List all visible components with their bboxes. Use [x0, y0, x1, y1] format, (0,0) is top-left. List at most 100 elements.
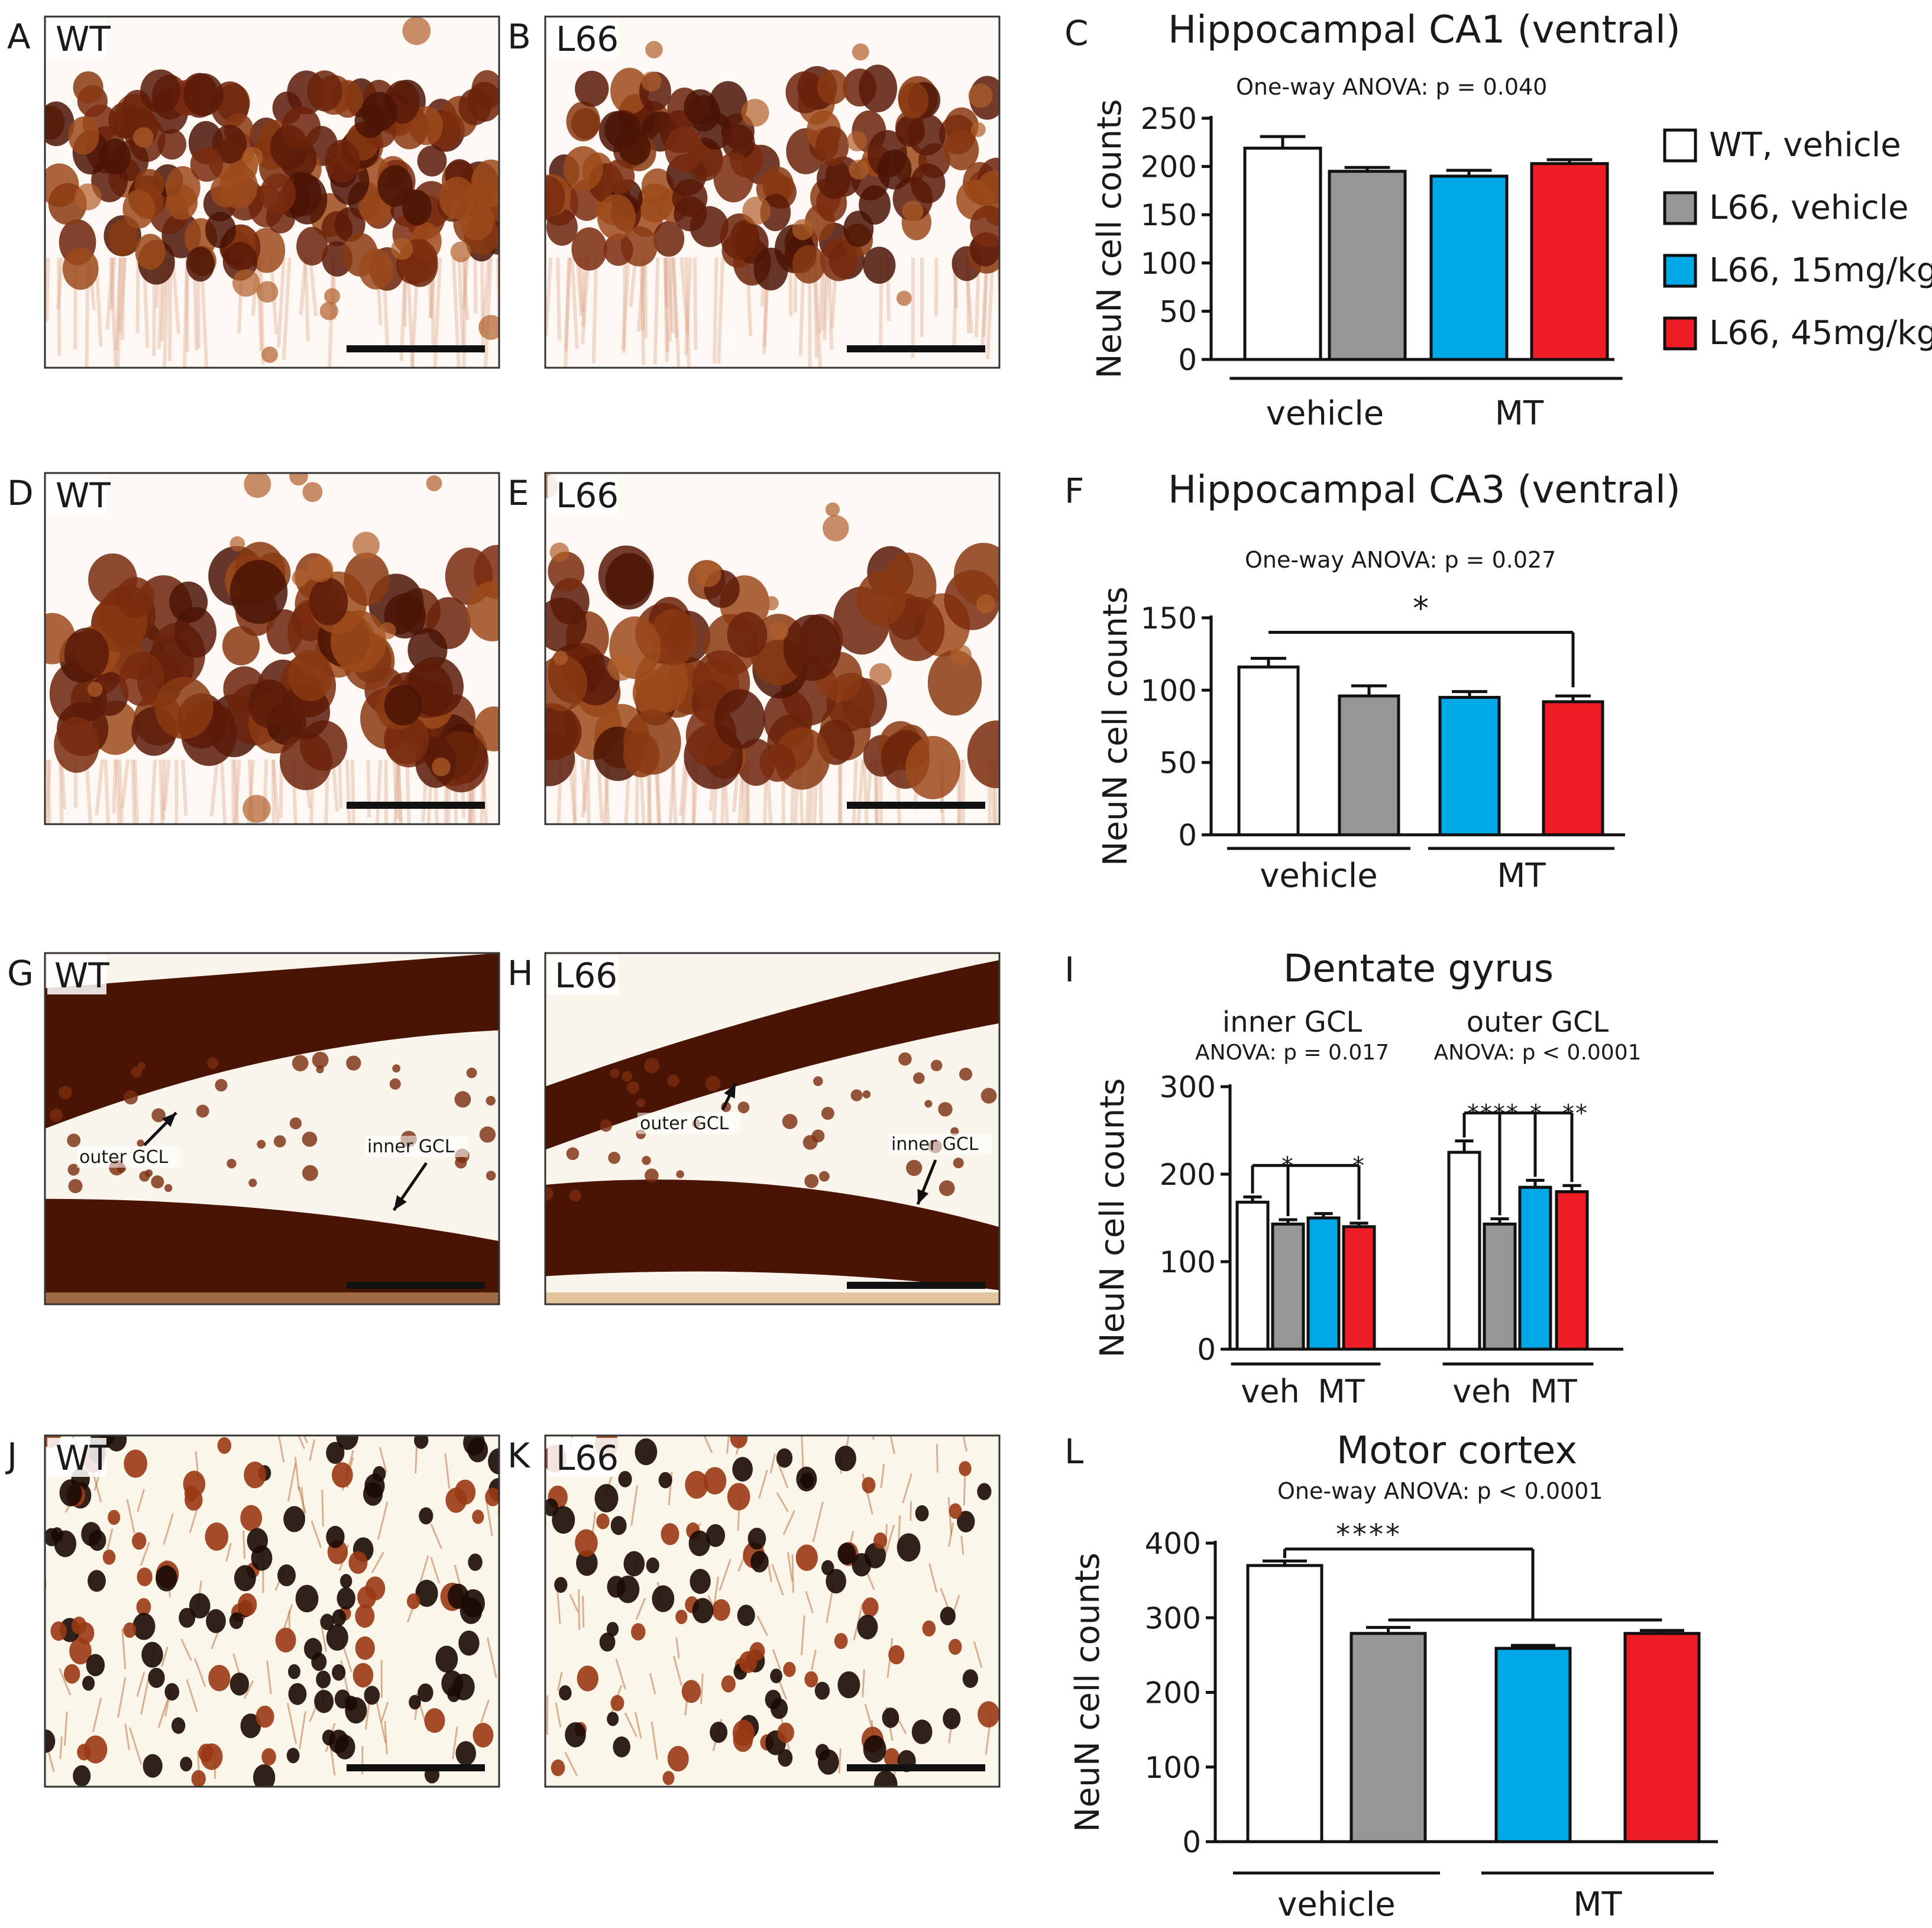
y-axis-label: NeuN cell counts: [1093, 1078, 1132, 1358]
group-label: vehicle: [1260, 857, 1377, 895]
bar-2: [1338, 694, 1400, 837]
annotation-inner-gcl: inner GCL: [367, 1136, 455, 1157]
micrograph-frame: [44, 952, 500, 1305]
micrograph-background: [45, 1436, 499, 1787]
legend-swatch: [1663, 316, 1697, 351]
legend-label: L66, vehicle: [1709, 189, 1909, 227]
upper-granule-band: [45, 953, 499, 1129]
chart-title: Hippocampal CA1 (ventral): [1168, 8, 1681, 52]
panel-letter: H: [507, 953, 533, 993]
annotation-outer-gcl: outer GCL: [79, 1147, 169, 1168]
chart-panel-f: F Hippocampal CA3 (ventral) One-way ANOVA:…: [1064, 468, 1681, 895]
panel-letter: K: [507, 1436, 531, 1476]
bar-4: [1542, 700, 1604, 837]
chart-title: Hippocampal CA3 (ventral): [1168, 468, 1681, 512]
significance-marker: *: [1530, 1100, 1543, 1127]
micrograph-b: B L66: [507, 15, 1001, 369]
chart-subtitle: One-way ANOVA: p = 0.040: [1236, 74, 1547, 100]
group-label: MT: [1495, 394, 1544, 433]
genotype-label: WT: [54, 955, 109, 996]
group-label: vehicle: [1277, 1885, 1395, 1924]
scale-bar: [347, 1764, 485, 1771]
y-tick-label: 200: [1160, 1158, 1216, 1192]
bar-2: [1271, 1222, 1305, 1351]
genotype-label: L66: [555, 955, 617, 996]
micrograph-h: outer GCL inner GCL H L66: [507, 952, 1001, 1305]
bar-3: [1306, 1216, 1341, 1351]
micrograph-a: A WT: [7, 15, 500, 369]
scale-bar: [847, 1764, 985, 1771]
y-tick-label: 0: [1178, 343, 1197, 377]
lower-granule-band: [545, 1180, 999, 1291]
genotype-label: WT: [56, 19, 111, 59]
scale-bar: [347, 802, 485, 809]
group-label: MT: [1497, 857, 1546, 895]
scale-bar: [847, 1282, 985, 1289]
y-tick-label: 100: [1141, 673, 1197, 708]
micrograph-j: J WT: [5, 1434, 500, 1788]
genotype-label: WT: [56, 475, 111, 516]
y-tick-label: 400: [1145, 1527, 1201, 1561]
legend-label: L66, 45mg/kg: [1709, 314, 1932, 352]
cluster-subtitle: ANOVA: p < 0.0001: [1433, 1041, 1641, 1065]
panel-letter: E: [507, 473, 529, 513]
bar-3: [1429, 174, 1509, 361]
group-label: veh: [1452, 1373, 1511, 1410]
arrowhead: [724, 1083, 736, 1099]
bar-1: [1235, 1200, 1270, 1351]
stained-cells: [545, 960, 999, 1304]
micrograph-e: E L66: [507, 472, 1001, 825]
chart-panel-i: I Dentate gyrus 0 100 200 300 NeuN cell counts…: [1064, 947, 1642, 1410]
panel-letter: C: [1064, 13, 1089, 53]
bar-1: [1237, 665, 1300, 837]
micrograph-frame: [544, 1434, 1001, 1788]
group-label: veh: [1241, 1373, 1299, 1410]
legend-swatch: [1663, 128, 1697, 163]
y-axis-label: NeuN cell counts: [1069, 1553, 1107, 1832]
bar-1: [1447, 1151, 1481, 1351]
scale-bar: [847, 802, 985, 809]
genotype-label: L66: [556, 1438, 619, 1478]
y-tick-label: 100: [1141, 247, 1197, 281]
micrograph-frame: [544, 472, 1001, 825]
cluster-name: inner GCL: [1222, 1006, 1362, 1039]
chart-subtitle: One-way ANOVA: p = 0.027: [1245, 547, 1556, 573]
legend-label: WT, vehicle: [1709, 126, 1901, 164]
micrograph-d: D WT: [7, 472, 500, 825]
panel-letter: I: [1064, 950, 1075, 990]
y-tick-label: 250: [1141, 102, 1197, 136]
legend-swatch: [1663, 191, 1697, 225]
panel-letter: J: [5, 1436, 17, 1476]
group-label: MT: [1318, 1373, 1365, 1410]
y-tick-label: 0: [1178, 818, 1197, 853]
bar-1: [1246, 1564, 1323, 1843]
bar-2: [1328, 170, 1407, 361]
bar-4: [1342, 1225, 1376, 1351]
panel-letter: A: [7, 17, 31, 57]
genotype-label: L66: [556, 475, 619, 516]
arrowhead: [917, 1189, 929, 1204]
chart-title: Motor cortex: [1336, 1429, 1577, 1473]
panel-letter: B: [507, 17, 531, 57]
group-label: MT: [1573, 1885, 1622, 1924]
significance-marker: ****: [1467, 1100, 1519, 1127]
cluster-subtitle: ANOVA: p = 0.017: [1195, 1041, 1389, 1065]
bar-3: [1494, 1647, 1572, 1843]
bar-4: [1530, 162, 1609, 361]
micrograph-frame: [544, 952, 1001, 1305]
bar-4: [1555, 1190, 1589, 1351]
significance-marker: **: [1562, 1100, 1588, 1127]
annotation-inner-gcl: inner GCL: [891, 1134, 979, 1155]
stained-cells: [45, 473, 499, 824]
scale-bar: [847, 345, 985, 352]
annotation-outer-gcl: outer GCL: [640, 1113, 729, 1134]
micrograph-k: K L66: [507, 1434, 1001, 1788]
y-axis-label: NeuN cell counts: [1096, 586, 1135, 866]
significance-marker: *: [1281, 1152, 1295, 1180]
chart-panel-l: L Motor cortex One-way ANOVA: p < 0.0001 0 1…: [1064, 1429, 1718, 1924]
y-tick-label: 150: [1141, 601, 1197, 636]
bar-3: [1518, 1185, 1552, 1351]
bar-2: [1350, 1632, 1427, 1843]
